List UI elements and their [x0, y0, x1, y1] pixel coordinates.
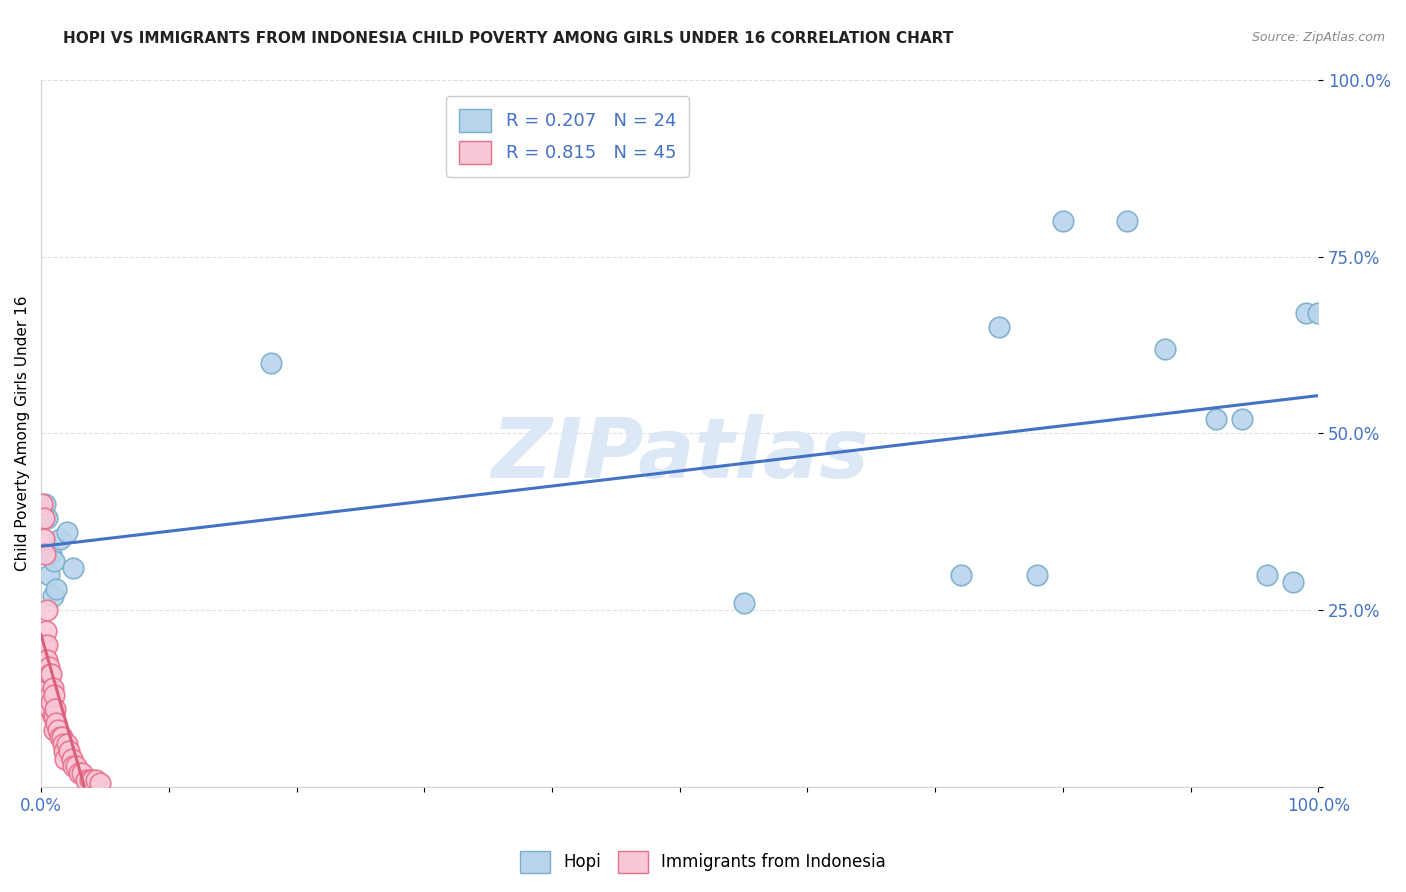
Point	[949, 567, 972, 582]
Point	[733, 596, 755, 610]
Point	[45, 716, 67, 731]
Point	[38, 681, 60, 695]
Point	[65, 758, 87, 772]
Point	[34, 652, 56, 666]
Point	[35, 652, 58, 666]
Point	[53, 751, 76, 765]
Point	[42, 688, 65, 702]
Point	[1308, 306, 1330, 320]
Point	[37, 639, 59, 653]
Point	[62, 560, 84, 574]
Point	[53, 744, 76, 758]
Point	[38, 659, 60, 673]
Point	[41, 695, 63, 709]
Point	[82, 772, 104, 787]
Point	[1295, 306, 1317, 320]
Point	[35, 624, 58, 639]
Point	[45, 582, 67, 596]
Point	[55, 738, 77, 752]
Point	[49, 731, 72, 745]
Point	[1256, 567, 1278, 582]
Point	[84, 772, 107, 787]
Point	[31, 497, 53, 511]
Point	[34, 547, 56, 561]
Point	[58, 744, 80, 758]
Text: ZIPatlas: ZIPatlas	[491, 414, 869, 495]
Point	[41, 589, 63, 603]
Point	[39, 702, 62, 716]
Point	[1281, 574, 1303, 589]
Point	[35, 673, 58, 688]
Point	[49, 533, 72, 547]
Point	[60, 751, 83, 765]
Point	[1115, 214, 1137, 228]
Legend: Hopi, Immigrants from Indonesia: Hopi, Immigrants from Indonesia	[513, 845, 893, 880]
Point	[1154, 342, 1177, 356]
Point	[70, 765, 93, 780]
Point	[1052, 214, 1074, 228]
Point	[260, 356, 283, 370]
Point	[34, 497, 56, 511]
Point	[38, 567, 60, 582]
Point	[41, 709, 63, 723]
Point	[62, 758, 84, 772]
Point	[988, 320, 1011, 334]
Text: Source: ZipAtlas.com: Source: ZipAtlas.com	[1251, 31, 1385, 45]
Point	[42, 723, 65, 738]
Point	[32, 533, 55, 547]
Point	[34, 639, 56, 653]
Point	[46, 723, 69, 738]
Point	[75, 772, 97, 787]
Point	[42, 554, 65, 568]
Point	[1205, 412, 1227, 426]
Point	[52, 738, 75, 752]
Point	[41, 681, 63, 695]
Y-axis label: Child Poverty Among Girls Under 16: Child Poverty Among Girls Under 16	[15, 295, 30, 571]
Point	[39, 688, 62, 702]
Point	[79, 772, 101, 787]
Point	[55, 525, 77, 540]
Point	[37, 673, 59, 688]
Point	[41, 666, 63, 681]
Point	[32, 511, 55, 525]
Point	[37, 511, 59, 525]
Point	[37, 603, 59, 617]
Point	[39, 666, 62, 681]
Text: HOPI VS IMMIGRANTS FROM INDONESIA CHILD POVERTY AMONG GIRLS UNDER 16 CORRELATION: HOPI VS IMMIGRANTS FROM INDONESIA CHILD …	[63, 31, 953, 46]
Point	[51, 731, 73, 745]
Legend: R = 0.207   N = 24, R = 0.815   N = 45: R = 0.207 N = 24, R = 0.815 N = 45	[446, 96, 689, 177]
Point	[1026, 567, 1049, 582]
Point	[67, 765, 90, 780]
Point	[1230, 412, 1253, 426]
Point	[44, 702, 66, 716]
Point	[89, 776, 111, 790]
Point	[42, 709, 65, 723]
Point	[41, 547, 63, 561]
Point	[37, 652, 59, 666]
